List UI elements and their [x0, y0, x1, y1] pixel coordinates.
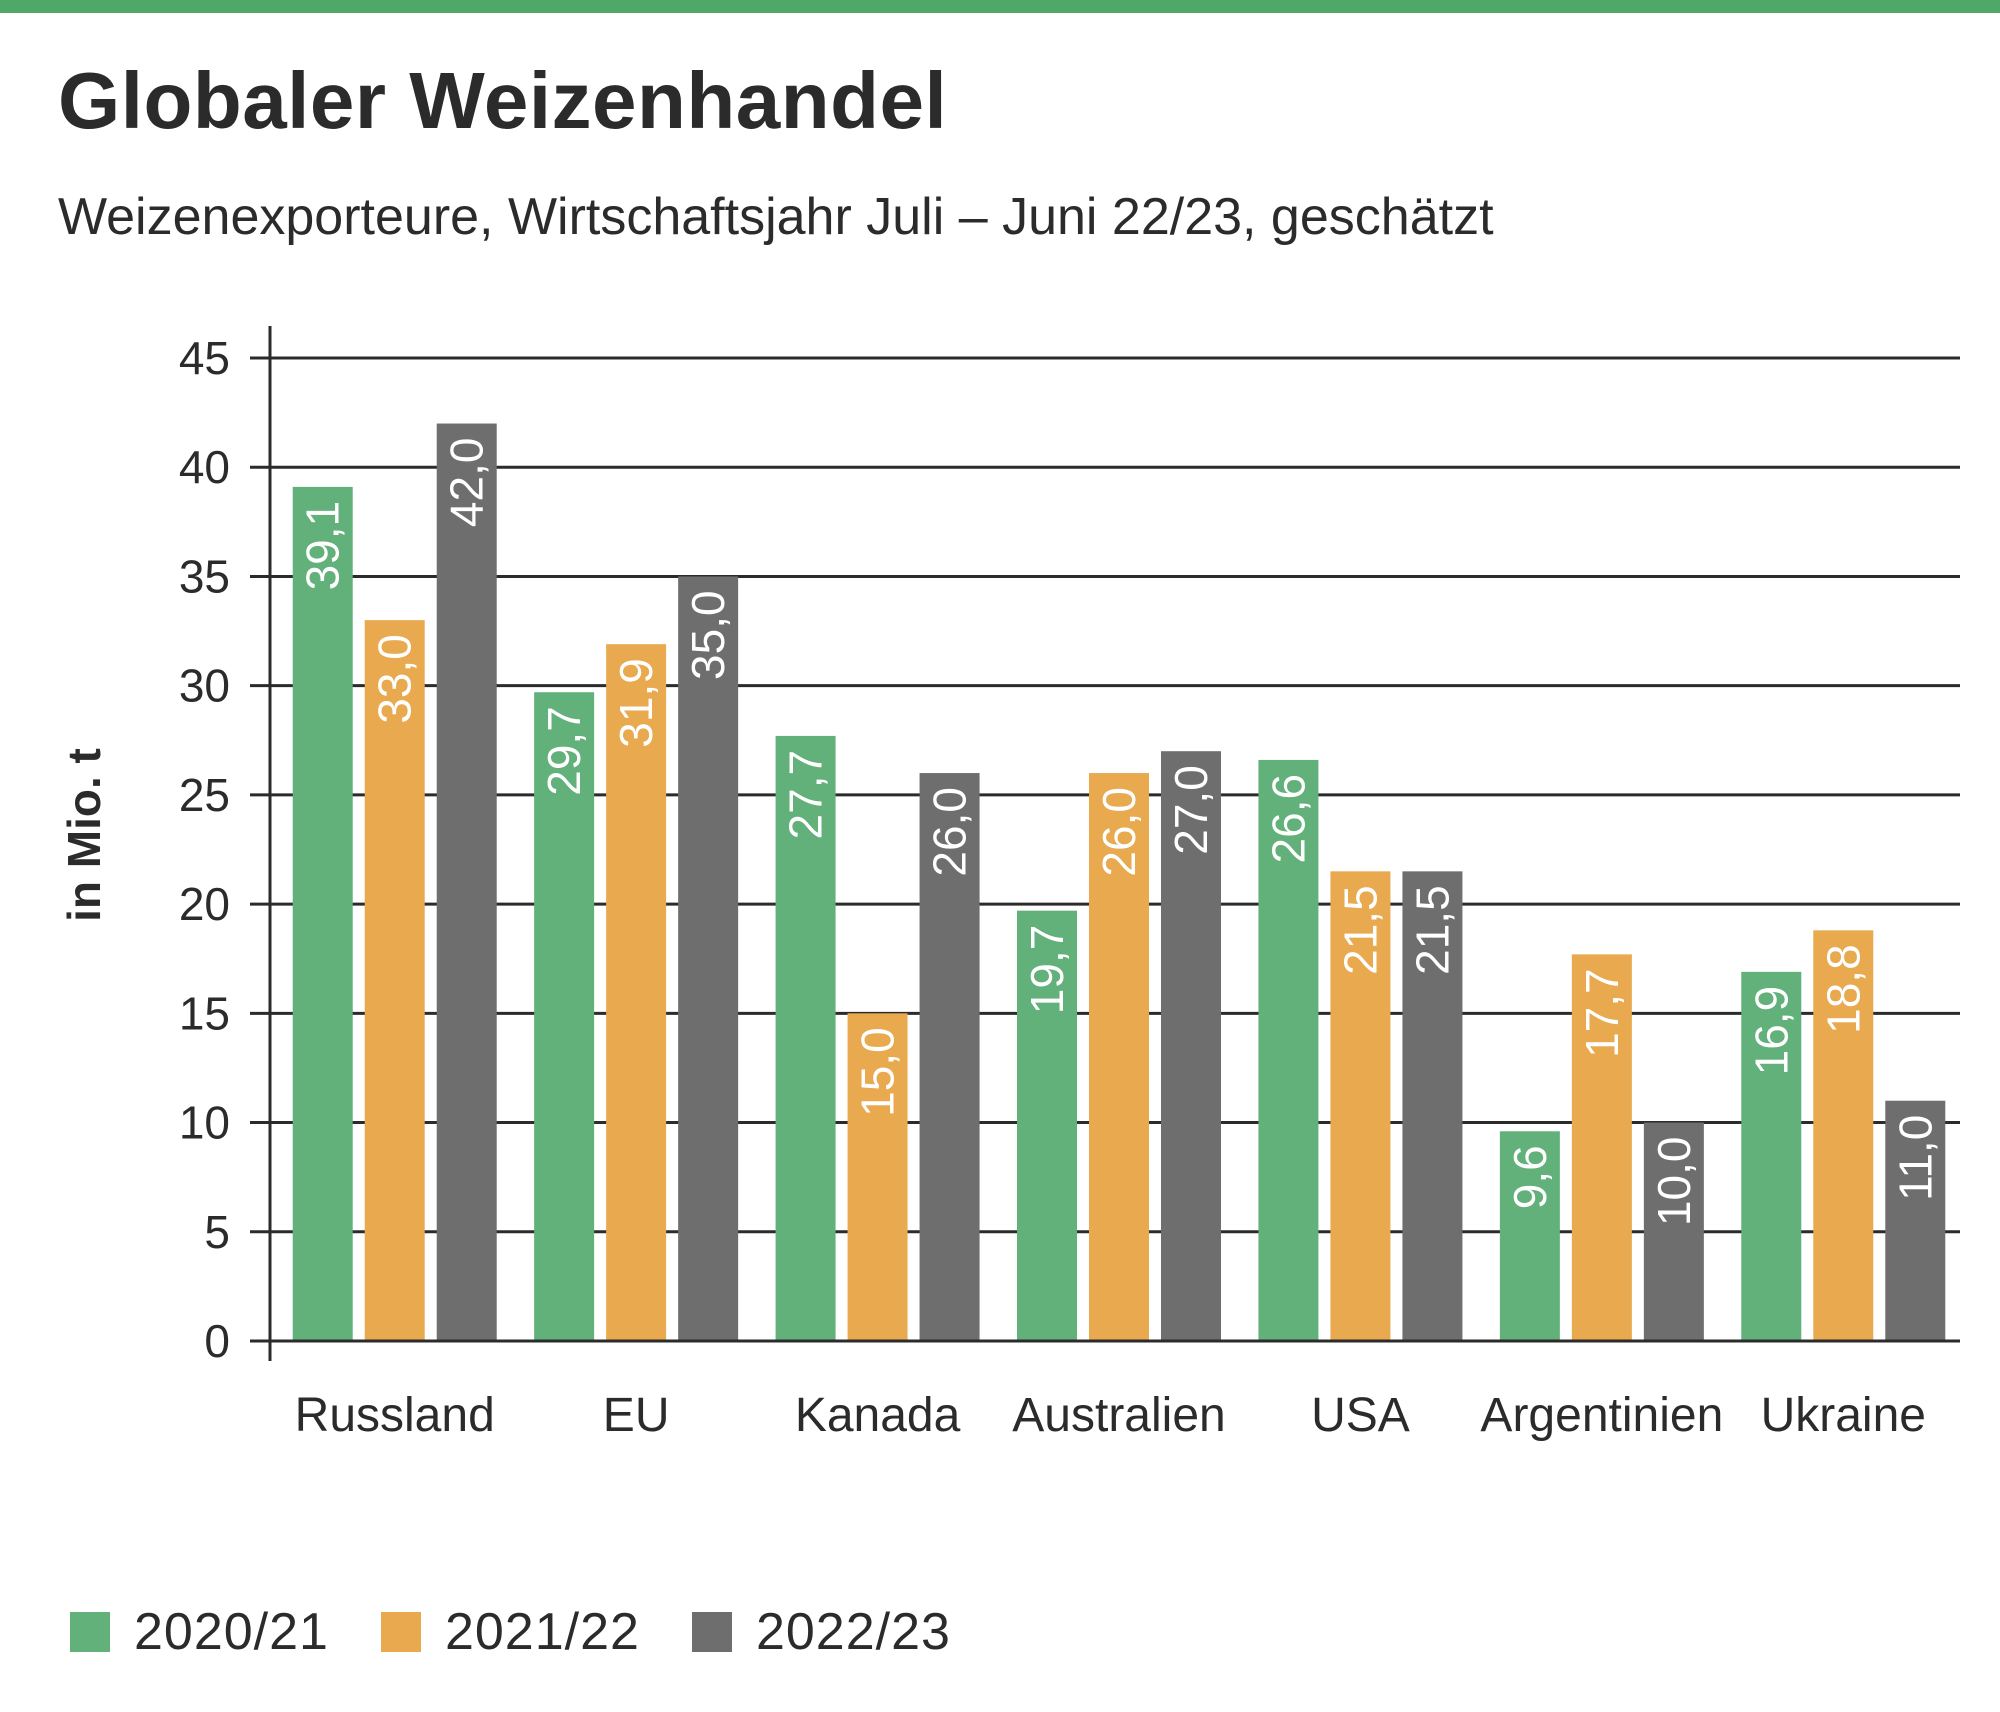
legend-item-series-3: 2022/23 [691, 1602, 951, 1662]
bar-value-label-kanada-series-3: 26,0 [924, 787, 976, 877]
bar-ukraine-series-1 [1741, 971, 1802, 1341]
y-axis-title: in Mio. t [58, 748, 110, 922]
bar-value-label-eu-series-3: 35,0 [682, 590, 734, 680]
bar-value-label-ukraine-series-3: 11,0 [1889, 1115, 1941, 1201]
chart-subtitle: Weizenexporteure, Wirtschaftsjahr Juli –… [58, 188, 1494, 246]
legend-swatch-series-2 [380, 1612, 421, 1652]
y-tick-label-45: 45 [179, 332, 230, 384]
y-tick-label-0: 0 [204, 1315, 230, 1367]
bar-usa-series-1 [1258, 759, 1319, 1341]
y-tick-label-30: 30 [179, 660, 230, 712]
y-tick-label-35: 35 [179, 550, 230, 602]
legend: 2020/21 2021/22 2022/23 [70, 1602, 1003, 1662]
bar-value-label-russland-series-1: 39,1 [297, 501, 349, 591]
x-category-label-kanada: Kanada [795, 1389, 961, 1442]
bar-value-label-argentinien-series-2: 17,7 [1576, 968, 1628, 1058]
bar-eu-series-1 [534, 692, 595, 1341]
bar-value-label-argentinien-series-3: 10,0 [1648, 1137, 1700, 1227]
y-tick-label-40: 40 [179, 441, 230, 493]
bar-argentinien-series-3 [1643, 1122, 1704, 1341]
bar-usa-series-3 [1402, 871, 1463, 1341]
bar-russland-series-2 [364, 620, 425, 1341]
bar-australien-series-2 [1089, 773, 1149, 1341]
bar-value-label-australien-series-2: 26,0 [1093, 787, 1145, 877]
bar-argentinien-series-2 [1571, 954, 1632, 1341]
legend-label-series-3: 2022/23 [755, 1603, 951, 1661]
bar-value-label-kanada-series-2: 15,0 [852, 1027, 904, 1117]
bar-value-label-argentinien-series-1: 9,6 [1504, 1145, 1556, 1209]
bar-australien-series-3 [1161, 751, 1221, 1341]
bar-kanada-series-2 [847, 1013, 908, 1341]
bar-value-label-eu-series-2: 31,9 [610, 658, 662, 748]
x-category-label-eu: EU [603, 1389, 670, 1442]
legend-label-series-2: 2021/22 [444, 1603, 640, 1661]
bar-chart: 0 5 10 15 20 25 30 35 40 45 39,1 33,0 42,0 Russland 29… [58, 326, 1960, 1442]
top-accent-bar [0, 0, 2000, 13]
bar-value-label-russland-series-3: 42,0 [441, 438, 493, 528]
bar-russland-series-3 [436, 423, 497, 1341]
bar-value-label-eu-series-1: 29,7 [538, 706, 590, 796]
x-category-label-ukraine: Ukraine [1761, 1389, 1926, 1442]
bar-kanada-series-1 [775, 735, 836, 1341]
bar-australien-series-1 [1017, 910, 1077, 1341]
bar-ukraine-series-3 [1885, 1100, 1946, 1341]
bar-usa-series-2 [1330, 871, 1391, 1341]
x-category-label-russland: Russland [295, 1389, 495, 1442]
y-tick-label-25: 25 [179, 769, 230, 821]
bar-ukraine-series-2 [1813, 930, 1874, 1341]
bar-kanada-series-3 [919, 773, 980, 1341]
x-category-label-argentinien: Argentinien [1480, 1389, 1723, 1442]
legend-item-series-2: 2021/22 [380, 1602, 640, 1662]
legend-swatch-series-1 [70, 1612, 110, 1652]
bar-value-label-usa-series-2: 21,5 [1334, 885, 1386, 975]
bar-value-label-australien-series-1: 19,7 [1021, 925, 1073, 1015]
bar-eu-series-3 [678, 576, 739, 1341]
bar-value-label-usa-series-1: 26,6 [1262, 774, 1314, 864]
legend-swatch-series-3 [691, 1612, 732, 1652]
y-tick-label-10: 10 [179, 1097, 230, 1149]
bar-eu-series-2 [606, 644, 667, 1341]
chart-title: Globaler Weizenhandel [58, 56, 948, 145]
y-tick-label-15: 15 [179, 987, 230, 1039]
y-tick-label-20: 20 [179, 878, 230, 930]
bar-value-label-russland-series-2: 33,0 [369, 634, 421, 724]
bar-russland-series-1 [292, 486, 353, 1341]
legend-item-series-1: 2020/21 [70, 1602, 329, 1662]
bar-argentinien-series-1 [1499, 1131, 1560, 1341]
y-tick-label-5: 5 [204, 1206, 230, 1258]
bar-value-label-usa-series-3: 21,5 [1406, 885, 1458, 975]
bar-value-label-ukraine-series-1: 16,9 [1745, 986, 1797, 1076]
bar-value-label-ukraine-series-2: 18,8 [1817, 944, 1869, 1034]
bar-value-label-kanada-series-1: 27,7 [780, 750, 832, 840]
bar-value-label-australien-series-3: 27,0 [1165, 765, 1217, 855]
x-category-label-australien: Australien [1012, 1389, 1225, 1442]
x-category-label-usa: USA [1311, 1389, 1410, 1442]
legend-label-series-1: 2020/21 [134, 1603, 329, 1661]
